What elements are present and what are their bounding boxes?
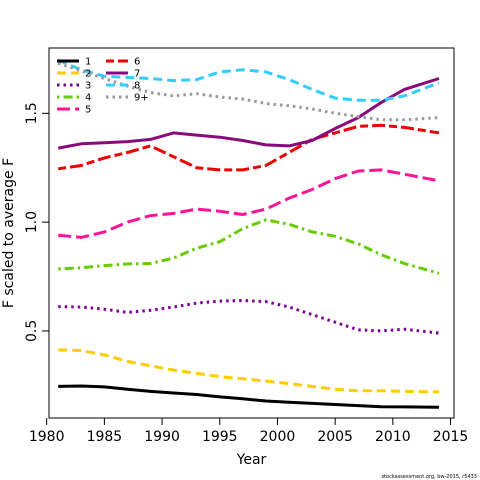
legend-label: 4 [85,93,91,104]
x-tick-label: 2005 [317,429,353,445]
plot-frame [48,47,455,419]
series-line-6 [57,123,440,172]
x-axis-label: Year [236,452,267,468]
y-tick-label: 1.0 [24,211,40,233]
legend-label: 1 [85,57,91,68]
series-line-8 [57,58,440,102]
legend-label: 7 [134,69,140,80]
series-line-5 [58,168,440,239]
y-tick-label: 1.5 [24,102,40,124]
x-tick-label: 2010 [375,429,411,445]
legend-label: 9+ [134,93,149,104]
legend-label: 8 [134,81,140,92]
legend-label: 2 [85,69,91,80]
x-tick-label: 2015 [433,429,469,445]
credit-text: stockassessment.org, bw-2015, r5433 [381,474,477,480]
legend-label: 6 [134,57,140,68]
y-tick-label: 0.5 [24,320,40,342]
plot-lines [57,58,440,409]
x-tick-label: 1995 [202,429,238,445]
series-line-9plus [57,61,440,122]
series-line-4 [58,218,440,275]
x-tick-label: 1985 [87,429,123,445]
series-line-7 [57,77,440,150]
x-axis: 1980 1985 1990 1995 2000 2005 2010 2015 [29,418,468,445]
x-tick-label: 1990 [144,429,180,445]
x-tick-label: 2000 [260,429,296,445]
x-tick-label: 1980 [29,429,65,445]
series-line-2 [58,348,440,394]
legend-label: 5 [85,105,91,116]
y-axis: 0.5 1.0 1.5 [24,102,49,342]
series-line-3 [58,299,440,335]
y-axis-label: F scaled to average F [1,158,17,308]
legend-label: 3 [85,81,91,92]
series-line-1 [58,384,440,409]
